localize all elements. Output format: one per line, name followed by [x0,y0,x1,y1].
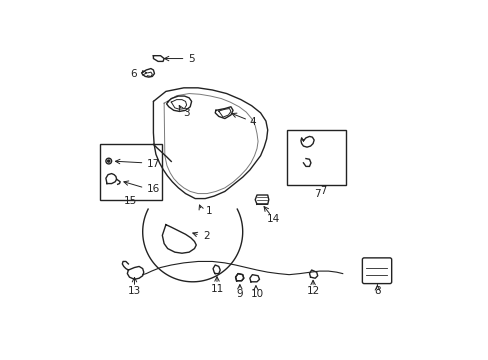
Text: 7: 7 [319,186,325,197]
Text: 3: 3 [183,108,189,118]
Text: 17: 17 [146,159,160,169]
Text: 6: 6 [130,68,136,78]
Text: 15: 15 [124,197,137,206]
Text: 14: 14 [266,214,279,224]
Text: 16: 16 [146,184,160,194]
Text: 5: 5 [188,54,194,64]
Text: 12: 12 [306,287,319,296]
FancyBboxPatch shape [287,130,346,185]
Text: 1: 1 [205,206,212,216]
Text: 2: 2 [203,231,210,241]
Text: 4: 4 [249,117,256,127]
Circle shape [107,160,110,162]
Polygon shape [235,274,244,281]
Text: 8: 8 [373,287,380,296]
Text: 10: 10 [250,289,263,299]
Text: 9: 9 [236,289,243,299]
FancyBboxPatch shape [362,258,391,284]
Text: 7: 7 [314,189,321,199]
Text: 13: 13 [127,287,141,296]
FancyBboxPatch shape [100,144,162,200]
Text: 11: 11 [210,284,223,294]
